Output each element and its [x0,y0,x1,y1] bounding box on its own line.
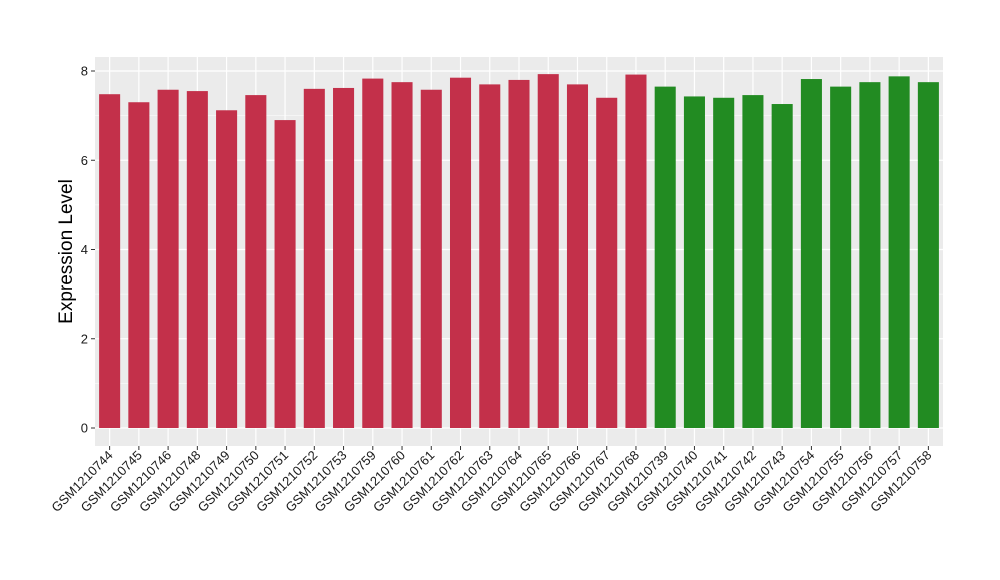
bar-GSM1210751 [274,120,296,429]
bar-GSM1210758 [917,82,939,428]
bar-GSM1210741 [713,97,735,429]
bar-GSM1210739 [654,86,676,429]
y-tick-label: 8 [81,64,88,79]
x-axis: GSM1210744GSM1210745GSM1210746GSM1210748… [48,446,935,515]
bar-GSM1210748 [186,91,208,429]
bar-GSM1210756 [859,82,881,428]
y-axis: 0 2 4 6 8 [81,64,95,436]
bar-GSM1210763 [479,84,501,428]
bar-GSM1210764 [508,79,530,429]
bar-GSM1210765 [537,74,559,428]
bar-GSM1210753 [333,87,355,429]
bar-GSM1210761 [420,89,442,429]
bars [99,74,939,429]
bar-GSM1210752 [303,88,325,428]
bar-GSM1210759 [362,78,384,429]
y-axis-title: Expression Level [56,179,77,324]
bar-GSM1210762 [449,77,472,428]
bar-GSM1210749 [216,110,238,429]
bar-GSM1210768 [625,74,647,428]
bar-GSM1210743 [771,104,793,429]
bar-GSM1210766 [566,84,589,428]
bar-GSM1210760 [391,82,413,428]
bar-GSM1210754 [800,79,822,428]
bar-GSM1210757 [888,76,910,428]
bar-GSM1210767 [596,97,618,429]
bar-GSM1210750 [245,95,267,428]
y-tick-label: 0 [81,421,88,436]
bar-GSM1210746 [157,89,179,429]
bar-GSM1210742 [742,95,764,428]
bar-GSM1210744 [99,94,121,428]
bar-GSM1210755 [830,86,852,429]
y-tick-label: 4 [81,242,88,257]
y-tick-label: 6 [81,153,88,168]
bar-GSM1210740 [683,96,705,428]
y-tick-label: 2 [81,331,88,346]
bar-GSM1210745 [128,102,150,429]
